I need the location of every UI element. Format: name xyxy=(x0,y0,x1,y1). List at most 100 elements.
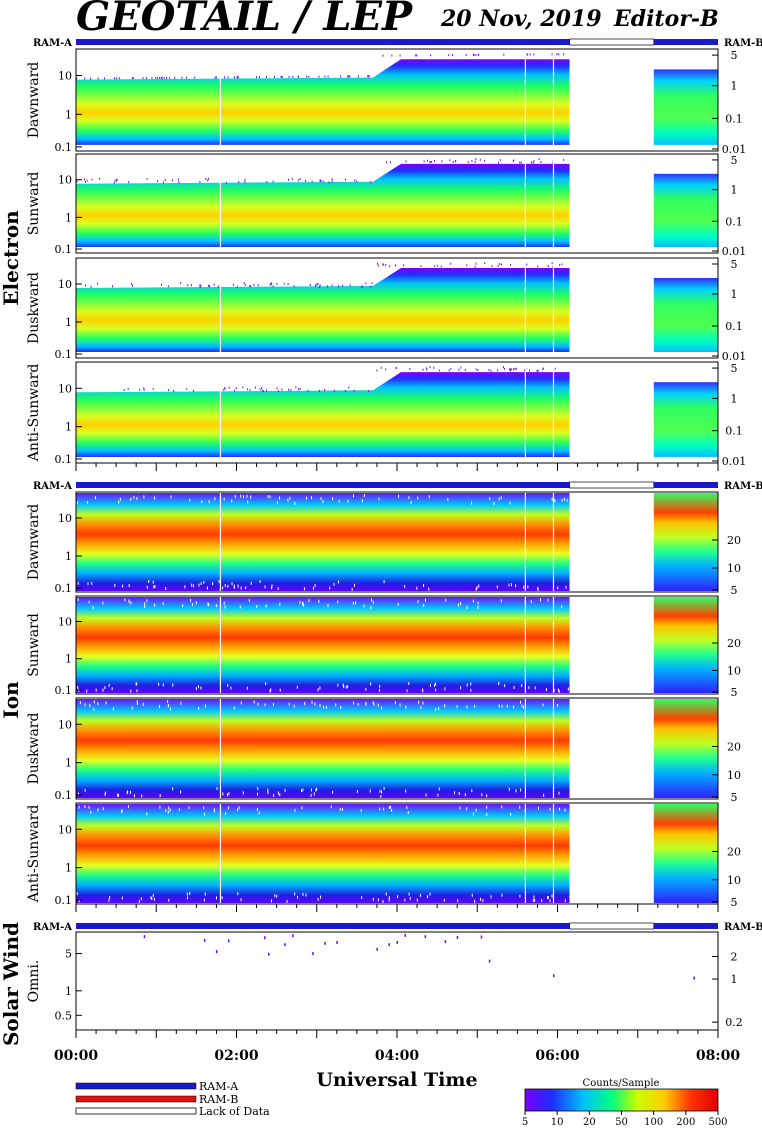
figure-title: GEOTAIL / LEP xyxy=(76,0,414,40)
noise-mark xyxy=(398,494,400,498)
noise-mark xyxy=(194,76,196,79)
noise-mark xyxy=(353,389,355,392)
noise-mark xyxy=(405,789,407,793)
noise-mark xyxy=(397,602,399,606)
noise-mark xyxy=(256,792,258,796)
noise-mark xyxy=(477,605,479,609)
noise-mark xyxy=(339,807,341,811)
noise-mark xyxy=(528,369,530,372)
noise-mark xyxy=(123,389,125,392)
ram-label-left: RAM-A xyxy=(33,922,72,933)
noise-mark xyxy=(541,899,543,903)
noise-mark xyxy=(232,283,234,286)
noise-mark xyxy=(316,787,318,791)
noise-mark xyxy=(472,599,474,603)
noise-mark xyxy=(302,601,304,605)
noise-mark xyxy=(388,896,390,900)
noise-mark xyxy=(126,791,128,795)
noise-mark xyxy=(519,894,521,898)
noise-mark xyxy=(491,264,493,267)
panel-label: Sunward xyxy=(26,613,42,677)
noise-mark xyxy=(256,76,258,79)
noise-mark xyxy=(569,895,571,899)
solar-wind-point xyxy=(456,935,459,939)
noise-mark xyxy=(261,387,263,390)
noise-mark xyxy=(174,76,176,79)
noise-mark xyxy=(167,810,169,814)
noise-mark xyxy=(152,893,154,897)
noise-mark xyxy=(119,497,121,501)
noise-mark xyxy=(76,180,78,183)
noise-mark xyxy=(189,892,191,896)
noise-mark xyxy=(534,898,536,902)
electron-spectrogram-ram-b xyxy=(653,382,718,457)
colorbar-tick-label: 200 xyxy=(676,1117,695,1128)
noise-mark xyxy=(547,896,549,900)
spectrogram-panels: Dawnward 10 1 0.1 5 1 0.1 0.01 Sunward 10 1 0.1 5 1 0.… xyxy=(26,48,746,1031)
noise-mark xyxy=(391,54,393,57)
noise-mark xyxy=(154,496,156,500)
noise-mark xyxy=(406,689,408,693)
noise-mark xyxy=(501,805,503,809)
noise-mark xyxy=(434,265,436,268)
noise-mark xyxy=(225,812,227,816)
lack-of-data-bar xyxy=(569,38,655,46)
noise-mark xyxy=(306,496,308,500)
noise-mark xyxy=(533,160,535,163)
y-tick-label-right: 5 xyxy=(731,584,738,597)
y-tick-label: 1 xyxy=(65,421,72,434)
noise-mark xyxy=(281,388,283,391)
noise-mark xyxy=(200,581,202,585)
noise-mark xyxy=(563,53,565,56)
noise-mark xyxy=(250,495,252,499)
ion-spectrogram xyxy=(76,699,570,798)
noise-mark xyxy=(84,805,86,809)
noise-mark xyxy=(153,585,155,589)
noise-mark xyxy=(377,262,379,265)
noise-mark xyxy=(450,262,452,265)
ram-a-bar xyxy=(76,482,570,488)
noise-mark xyxy=(249,389,251,392)
noise-mark xyxy=(422,689,424,693)
noise-mark xyxy=(527,585,529,589)
noise-mark xyxy=(371,282,373,285)
noise-mark xyxy=(399,54,401,57)
noise-mark xyxy=(498,682,500,686)
noise-mark xyxy=(271,282,273,285)
noise-mark xyxy=(188,806,190,810)
noise-mark xyxy=(287,178,289,181)
noise-mark xyxy=(497,369,499,372)
y-tick-label-right: 1 xyxy=(731,80,738,93)
noise-mark xyxy=(88,600,90,604)
noise-mark xyxy=(92,605,94,609)
noise-mark xyxy=(277,587,279,591)
panel-frame xyxy=(75,491,719,593)
noise-mark xyxy=(335,703,337,707)
noise-mark xyxy=(119,77,121,80)
noise-mark xyxy=(382,899,384,903)
noise-mark xyxy=(164,178,166,181)
noise-mark xyxy=(457,899,459,903)
noise-mark xyxy=(264,703,266,707)
noise-mark xyxy=(318,75,320,78)
noise-mark xyxy=(382,263,384,266)
noise-mark xyxy=(195,601,197,605)
noise-mark xyxy=(302,788,304,792)
noise-mark xyxy=(157,76,159,79)
noise-mark xyxy=(536,369,538,372)
noise-mark xyxy=(258,76,260,79)
noise-mark xyxy=(269,495,271,499)
noise-mark xyxy=(408,496,410,500)
noise-mark xyxy=(500,496,502,500)
noise-mark xyxy=(226,793,228,797)
noise-mark xyxy=(445,598,447,602)
noise-mark xyxy=(372,897,374,901)
noise-mark xyxy=(363,494,365,498)
noise-mark xyxy=(322,180,324,183)
noise-mark xyxy=(435,682,437,686)
noise-mark xyxy=(221,896,223,900)
noise-mark xyxy=(470,682,472,686)
noise-mark xyxy=(303,587,305,591)
y-tick-label-right: 20 xyxy=(727,740,741,753)
noise-mark xyxy=(215,604,217,608)
